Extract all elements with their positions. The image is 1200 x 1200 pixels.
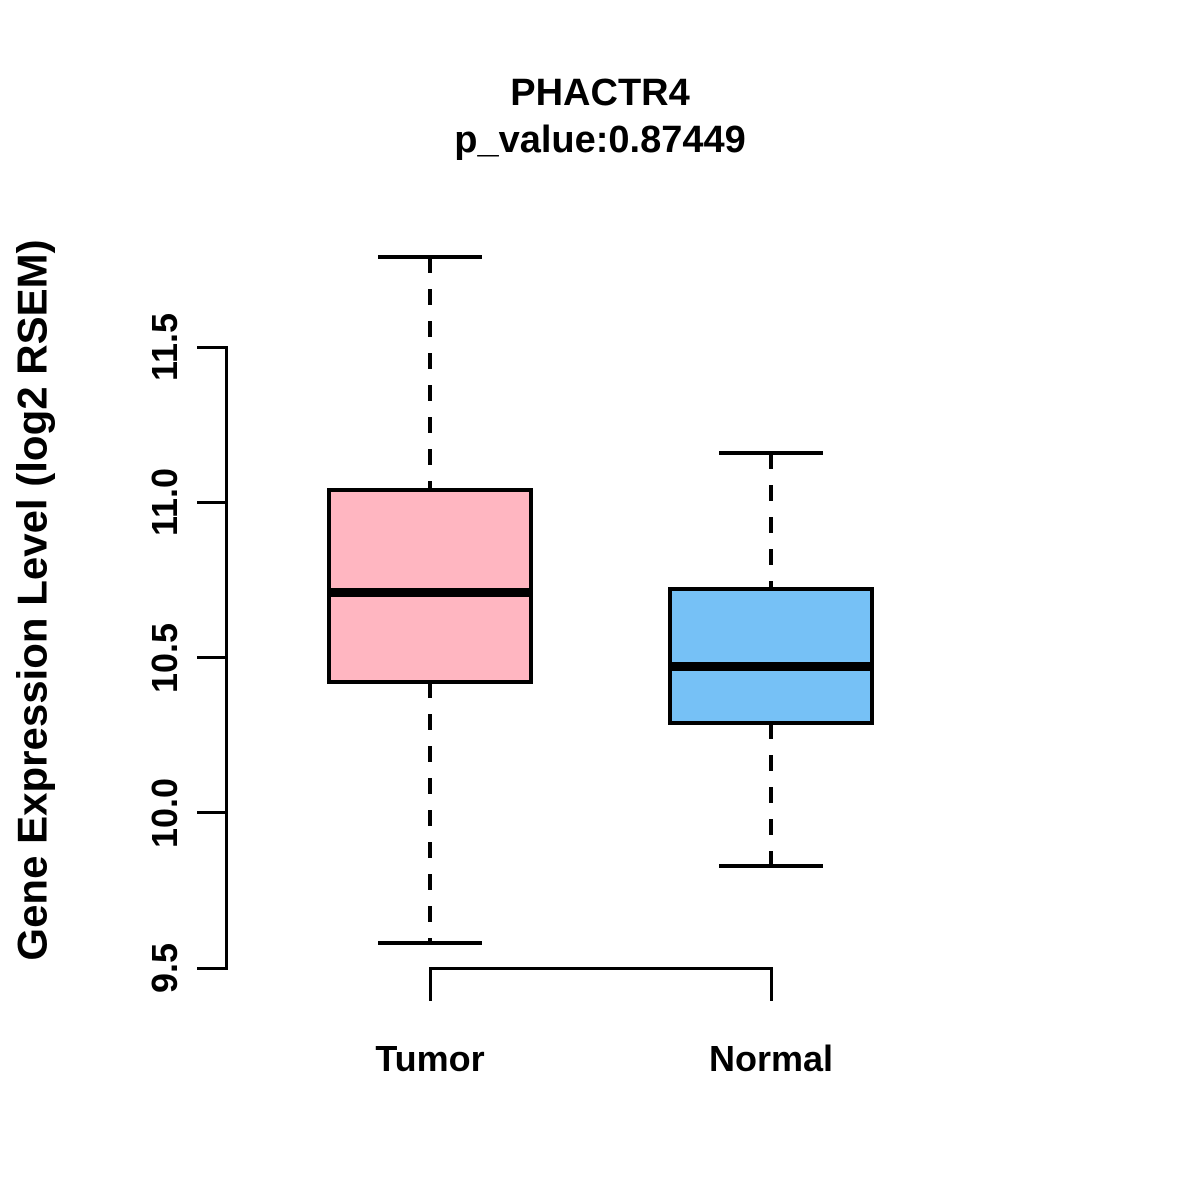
y-axis-tick-label: 10.5 bbox=[143, 622, 185, 693]
whisker-cap-upper-tumor bbox=[378, 254, 482, 259]
x-axis-tick bbox=[769, 967, 773, 1001]
y-axis-tick-label: 11.0 bbox=[144, 468, 185, 537]
y-axis-tick-label-wrap: 10.5 bbox=[128, 583, 202, 733]
y-axis-tick-label-wrap: 11.5 bbox=[128, 272, 202, 422]
box-tumor bbox=[327, 487, 533, 685]
y-axis-tick-label-wrap: 11.0 bbox=[128, 427, 202, 577]
y-axis-tick-label-wrap: 10.0 bbox=[128, 738, 202, 888]
y-axis-tick bbox=[197, 500, 225, 504]
median-line-tumor bbox=[327, 588, 533, 597]
whisker-lower-tumor bbox=[428, 682, 432, 944]
whisker-cap-upper-normal bbox=[719, 450, 823, 455]
chart-subtitle: p_value:0.87449 bbox=[454, 119, 746, 161]
y-axis-tick bbox=[197, 966, 225, 970]
y-axis-tick-label: 9.5 bbox=[143, 942, 185, 994]
whisker-cap-lower-tumor bbox=[378, 941, 482, 946]
x-axis-tick bbox=[428, 967, 432, 1001]
whisker-lower-normal bbox=[769, 722, 773, 866]
whisker-upper-tumor bbox=[428, 256, 432, 490]
y-axis-tick bbox=[197, 345, 225, 349]
x-category-label-normal: Normal bbox=[708, 1038, 834, 1079]
title-block: PHACTR4 p_value:0.87449 bbox=[300, 70, 900, 164]
median-line-normal bbox=[668, 662, 874, 671]
x-axis-line bbox=[428, 967, 773, 970]
whisker-upper-normal bbox=[769, 452, 773, 590]
y-axis-tick bbox=[197, 811, 225, 815]
y-axis-tick-label: 11.5 bbox=[144, 312, 185, 382]
y-axis-tick bbox=[197, 656, 225, 659]
y-axis-tick-label-wrap: 9.5 bbox=[128, 893, 202, 1043]
chart-title: PHACTR4 bbox=[510, 72, 690, 114]
y-axis-line bbox=[225, 345, 228, 970]
whisker-cap-lower-normal bbox=[719, 863, 823, 868]
x-category-label-tumor: Tumor bbox=[375, 1038, 485, 1079]
y-axis-tick-label: 10.0 bbox=[143, 777, 185, 848]
box-normal bbox=[668, 587, 874, 725]
